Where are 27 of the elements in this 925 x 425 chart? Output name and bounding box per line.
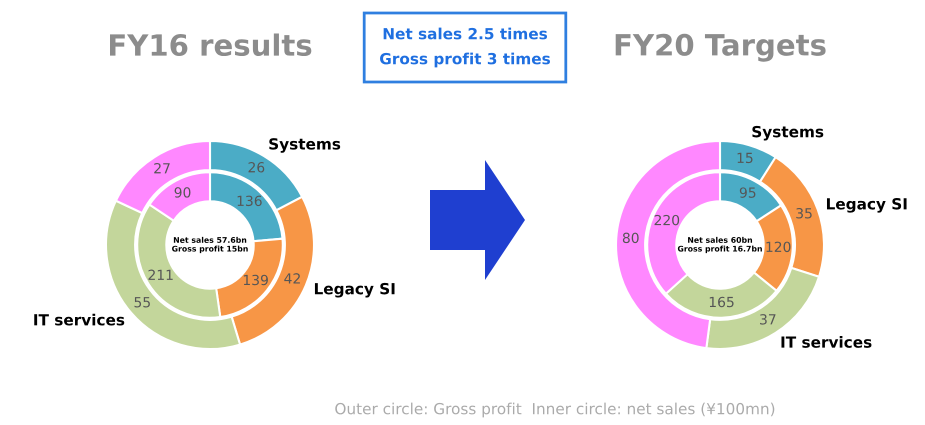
chart-title: FY16 results (110, 33, 312, 56)
data-label: 15 (738, 152, 753, 164)
slice-label: Systems (752, 126, 824, 141)
slice-label: IT services (781, 336, 872, 348)
data-label: 90 (174, 187, 190, 198)
chart-title: FY20 Targets (616, 34, 826, 62)
text: Net sales 2.5 times (384, 28, 548, 40)
slice-label: IT services (34, 314, 124, 326)
data-label: 37 (760, 314, 776, 325)
data-label: 80 (622, 232, 639, 244)
data-label: 95 (740, 187, 756, 198)
slice-label: Legacy SI (826, 198, 907, 213)
data-label: 139 (244, 274, 268, 286)
data-label: 42 (284, 273, 300, 284)
slice-label: Legacy SI (314, 282, 394, 298)
text: Gross profit 3 times (380, 52, 550, 68)
data-label: 55 (134, 297, 150, 308)
data-label: 165 (710, 296, 734, 308)
data-label: 136 (238, 196, 262, 206)
data-label: 26 (248, 162, 264, 173)
data-label: 211 (148, 270, 173, 280)
slice-label: Systems (269, 138, 340, 153)
data-label: 120 (766, 242, 790, 252)
data-label: 35 (796, 208, 812, 219)
data-label: 220 (654, 214, 680, 226)
data-label: 27 (154, 163, 170, 174)
text: Outer circle: Gross profit Inner circle: net sales (¥100mn) (335, 402, 774, 418)
